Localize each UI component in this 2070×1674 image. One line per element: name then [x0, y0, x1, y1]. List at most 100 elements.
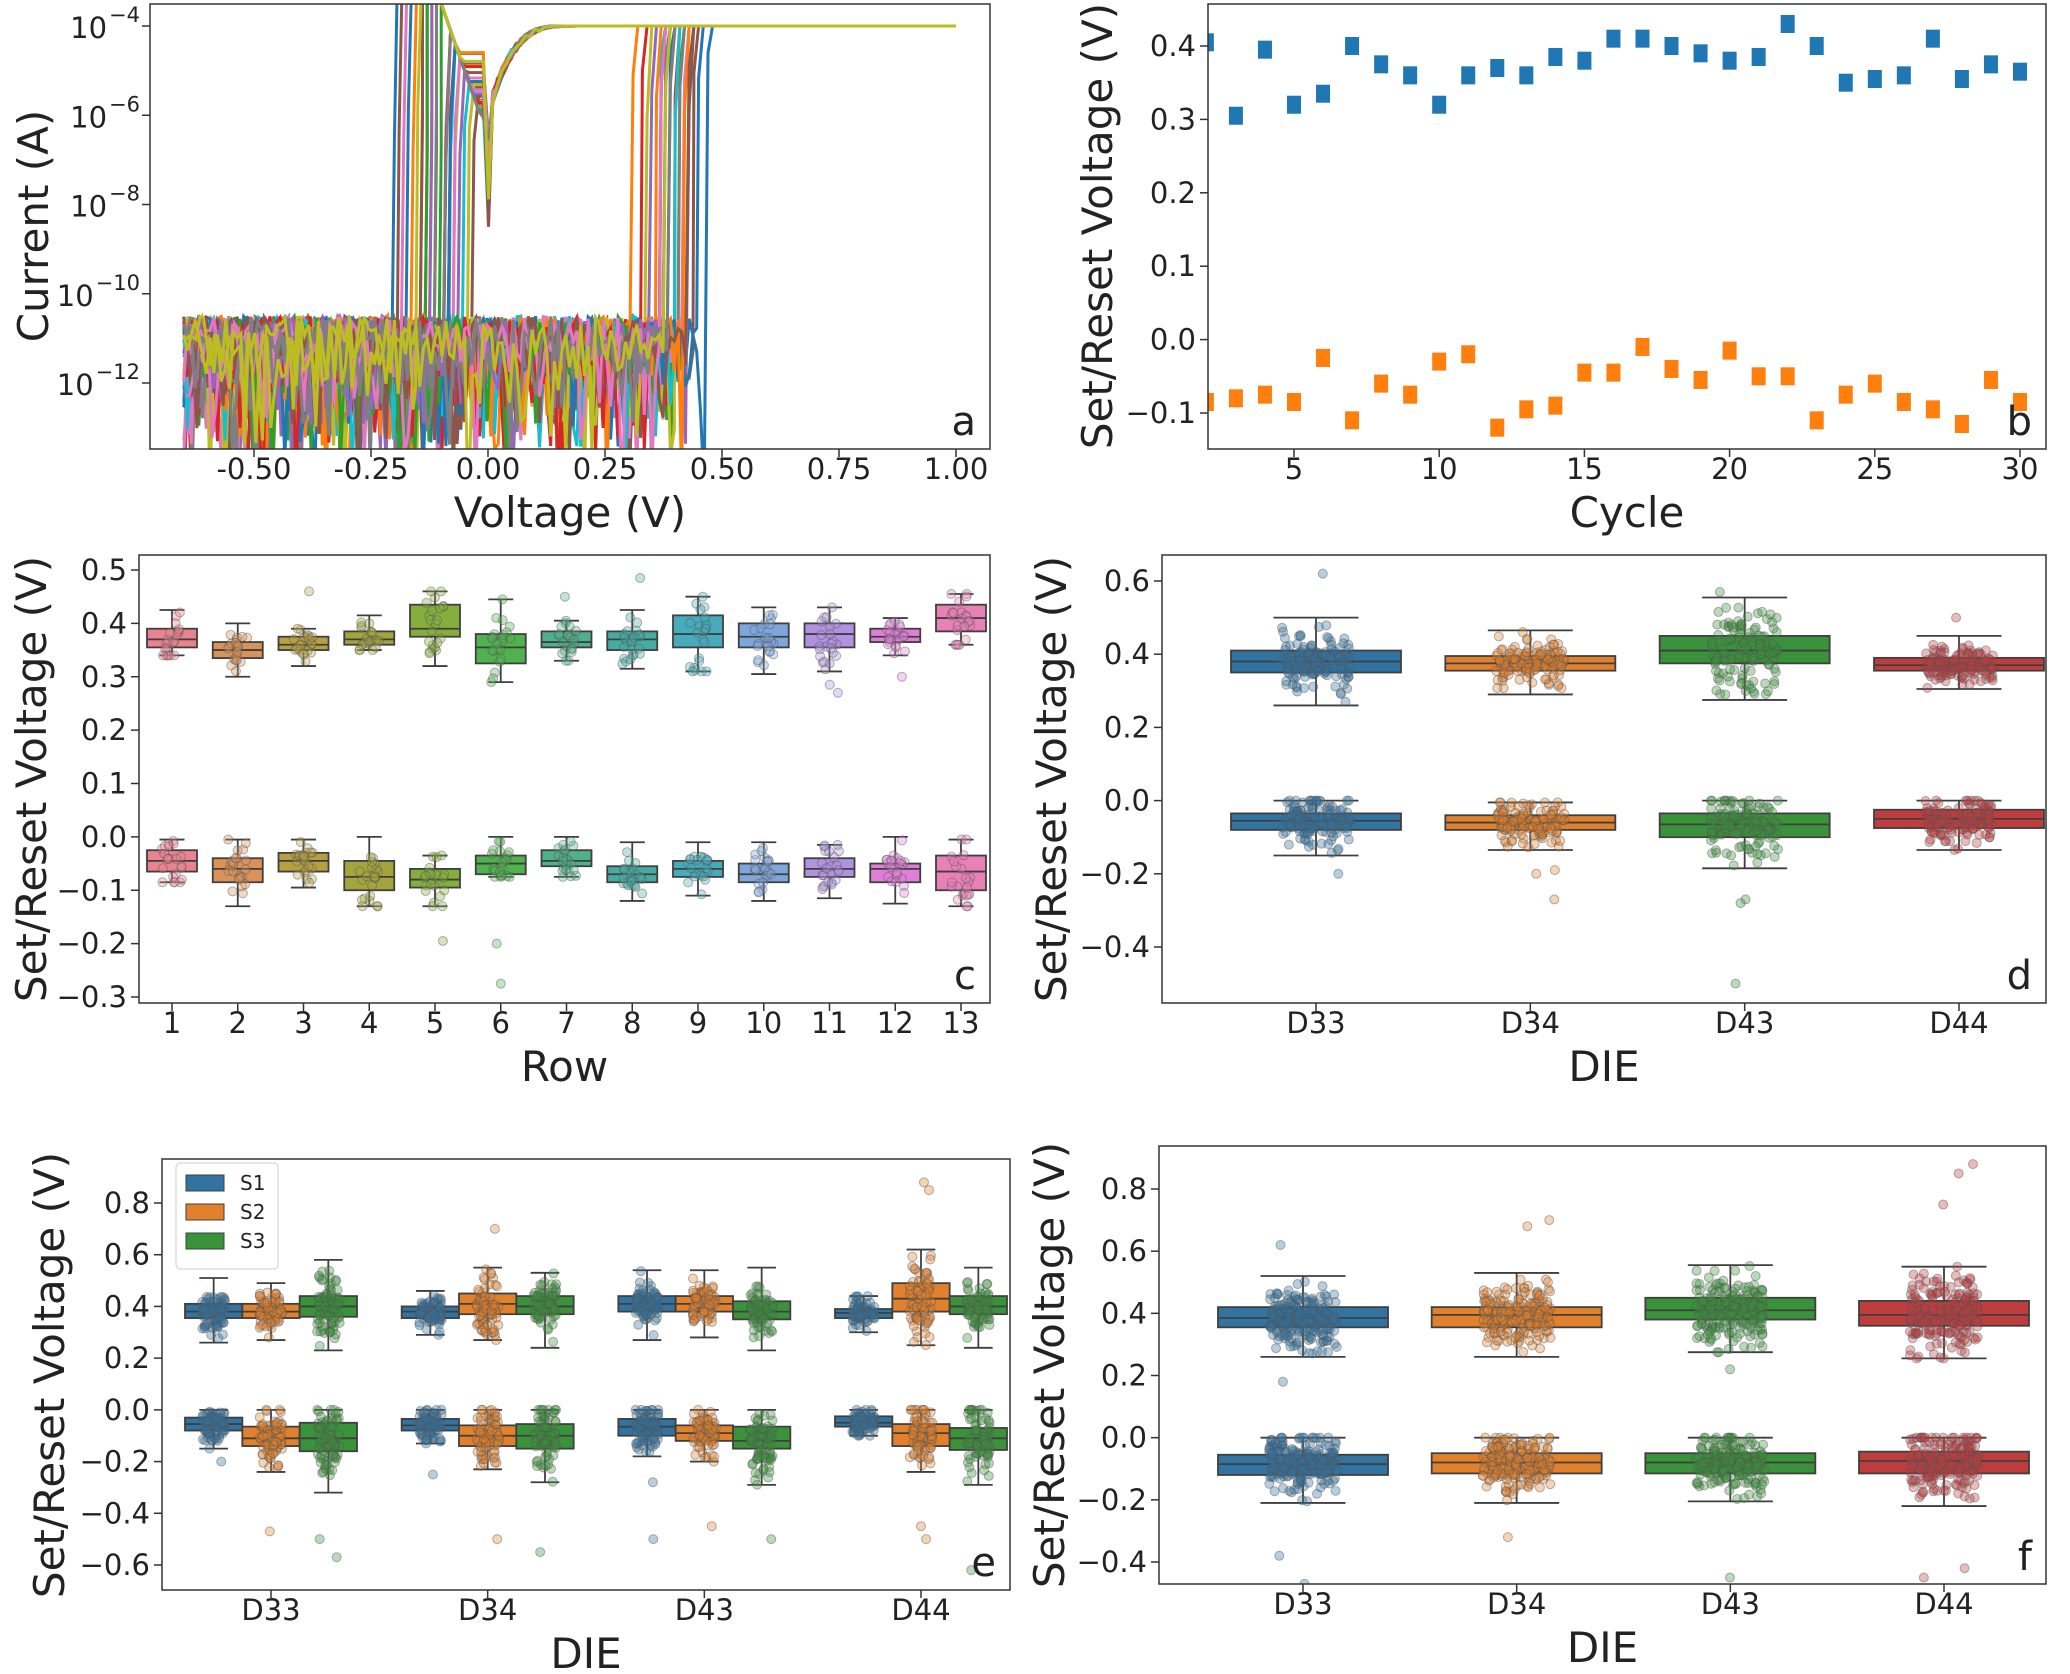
data-point: [1721, 1454, 1732, 1465]
data-point: [1523, 1482, 1534, 1493]
set-voltage-point: [1257, 40, 1272, 59]
data-point: [1980, 804, 1991, 815]
data-point: [1540, 1465, 1551, 1476]
data-point: [1750, 1315, 1761, 1326]
data-point: [1961, 1314, 1972, 1325]
data-point: [425, 869, 436, 880]
data-point: [1938, 1468, 1949, 1479]
data-point: [1975, 648, 1986, 659]
data-point: [1744, 1260, 1755, 1271]
data-point: [1756, 1449, 1767, 1460]
data-point: [214, 1407, 225, 1418]
data-point: [1922, 1471, 1933, 1482]
data-point: [1935, 1301, 1946, 1312]
data-point: [1712, 1459, 1723, 1470]
data-point: [1288, 1317, 1299, 1328]
data-point: [424, 1312, 435, 1323]
data-point: [497, 633, 508, 644]
data-point: [892, 853, 903, 864]
data-point: [1301, 1325, 1312, 1336]
data-point: [207, 1303, 218, 1314]
data-point: [1727, 1301, 1738, 1312]
data-point: [255, 1309, 266, 1320]
data-point: [261, 1310, 272, 1321]
data-point: [1518, 809, 1529, 820]
data-point: [829, 851, 840, 862]
data-point: [304, 877, 315, 888]
data-point: [1493, 631, 1504, 642]
data-point: [213, 1422, 224, 1433]
data-point: [1743, 1301, 1754, 1312]
data-point: [1540, 660, 1551, 671]
data-point: [1707, 1462, 1718, 1473]
data-point: [1737, 826, 1748, 837]
data-point: [1270, 1301, 1281, 1312]
data-point: [1926, 820, 1937, 831]
data-point: [499, 856, 510, 867]
data-point: [1556, 814, 1567, 825]
data-point: [1492, 1442, 1503, 1453]
data-point: [1752, 1291, 1763, 1302]
data-point: [496, 870, 507, 881]
data-point: [208, 1308, 219, 1319]
data-point: [266, 1435, 277, 1446]
data-point: [1501, 837, 1512, 848]
data-point: [1291, 1337, 1302, 1348]
data-point: [204, 1428, 215, 1439]
data-point: [1277, 622, 1288, 633]
data-point: [1289, 1445, 1300, 1456]
data-point: [563, 655, 574, 666]
data-point: [1512, 814, 1523, 825]
data-point: [1314, 1457, 1325, 1468]
data-point: [201, 1417, 212, 1428]
data-point: [1298, 644, 1309, 655]
data-point: [197, 1410, 208, 1421]
data-point: [1710, 845, 1721, 856]
data-point: [495, 871, 506, 882]
data-point: [211, 1413, 222, 1424]
data-point: [232, 644, 243, 655]
data-point: [1958, 1478, 1969, 1489]
data-point: [1543, 1325, 1554, 1336]
reset-voltage-point: [1228, 389, 1243, 408]
reset-voltage-point: [1208, 392, 1214, 411]
data-point: [557, 865, 568, 876]
plot-area-b: [1208, 14, 2027, 437]
data-point: [624, 867, 635, 878]
data-point: [1280, 1298, 1291, 1309]
data-point: [1481, 1481, 1492, 1492]
data-point: [1324, 651, 1335, 662]
data-point: [1960, 1437, 1971, 1448]
data-point: [1945, 1281, 1956, 1292]
data-point: [1744, 1489, 1755, 1500]
data-point: [212, 1294, 223, 1305]
data-point: [1906, 1294, 1917, 1305]
data-point: [170, 869, 181, 880]
data-point: [325, 1272, 336, 1283]
data-point: [320, 1456, 331, 1467]
data-point: [1528, 1452, 1539, 1463]
data-point: [1735, 641, 1746, 652]
data-point: [1533, 651, 1544, 662]
data-point: [1712, 1449, 1723, 1460]
data-point: [1282, 1316, 1293, 1327]
data-point: [1916, 1432, 1927, 1443]
data-point: [1550, 821, 1561, 832]
data-point: [1286, 822, 1297, 833]
data-point: [1486, 1460, 1497, 1471]
data-point: [1315, 1313, 1326, 1324]
data-point: [1317, 1281, 1328, 1292]
data-point: [759, 863, 770, 874]
data-point: [318, 1296, 329, 1307]
data-point: [330, 1276, 341, 1287]
data-point: [204, 1304, 215, 1315]
data-point: [1492, 1467, 1503, 1478]
data-point: [1540, 1274, 1551, 1285]
y-tick-label: 0.2: [1150, 176, 1196, 210]
data-point: [210, 1318, 221, 1329]
data-point: [1928, 1486, 1939, 1497]
data-point: [1913, 1450, 1924, 1461]
data-point: [1498, 668, 1509, 679]
data-point: [1507, 1489, 1518, 1500]
data-point: [1745, 1320, 1756, 1331]
